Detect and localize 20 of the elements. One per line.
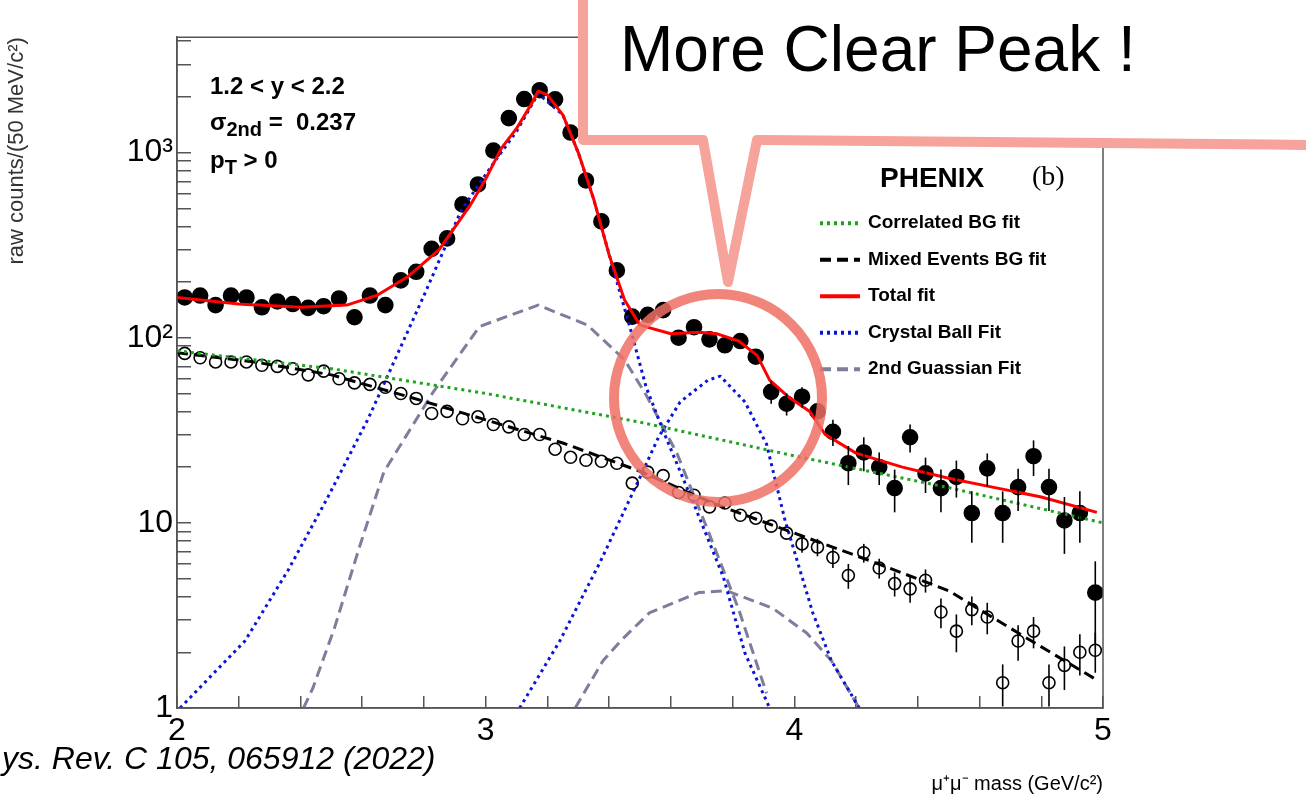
annotation: PHENIX: [880, 162, 985, 194]
annotation: 1.2 < y < 2.2: [210, 72, 345, 100]
y-tick-label: 10²: [126, 317, 174, 354]
y-axis-title: raw counts/(50 MeV/c²): [3, 37, 29, 265]
legend-label: Total fit: [868, 284, 936, 306]
x-tick-label: 3: [476, 711, 495, 748]
x-tick-label: 5: [1094, 711, 1112, 748]
annotation: p$_{T}$ > 0: [210, 146, 278, 179]
legend-label: Mixed Events BG fit: [868, 247, 1048, 269]
y-tick-label: 10: [137, 502, 173, 539]
legend-label: Correlated BG fit: [868, 211, 1021, 233]
x-axis-title: μ⁺μ⁻ mass (GeV/c²): [931, 771, 1103, 794]
annotation: More Clear Peak !: [620, 12, 1136, 86]
y-tick-label: 10³: [126, 132, 174, 169]
x-tick-label: 4: [785, 711, 804, 748]
legend-label: Crystal Ball Fit: [868, 320, 1002, 342]
annotation: σ$_{2nd}$ = 0.237: [210, 108, 357, 141]
legend-label: 2nd Guassian Fit: [868, 357, 1022, 379]
text: ys. Rev. C 105, 065912 (2022): [2, 740, 436, 777]
annotation: (b): [1032, 160, 1065, 192]
